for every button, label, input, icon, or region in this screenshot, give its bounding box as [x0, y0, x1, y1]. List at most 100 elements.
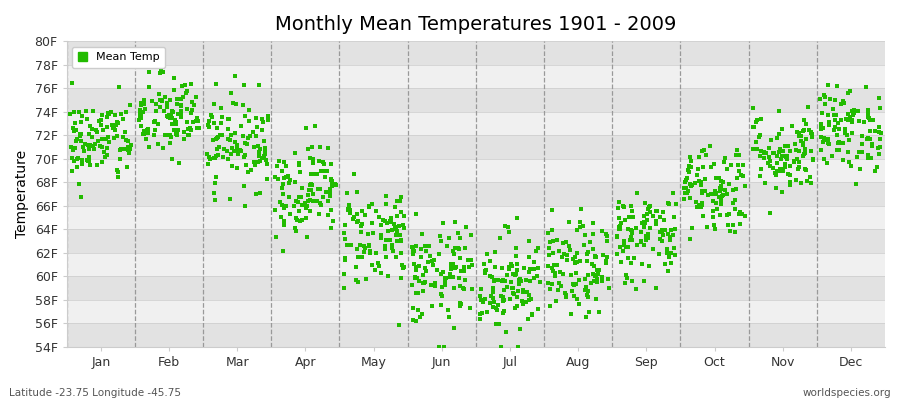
Point — [688, 199, 703, 205]
Point — [706, 161, 721, 167]
Point — [293, 194, 308, 200]
Point — [260, 113, 274, 120]
Point — [772, 131, 787, 138]
Point — [204, 114, 219, 120]
Point — [301, 192, 315, 199]
Point — [556, 240, 571, 246]
Point — [498, 223, 512, 230]
Point — [588, 273, 602, 280]
Point — [260, 161, 274, 167]
Point — [861, 107, 876, 114]
Point — [706, 214, 721, 220]
Point — [708, 200, 723, 206]
Point — [821, 140, 835, 146]
Point — [515, 298, 529, 304]
Point — [153, 97, 167, 104]
Point — [180, 119, 194, 125]
Point — [682, 236, 697, 242]
Point — [364, 262, 379, 268]
Point — [843, 88, 858, 94]
Point — [509, 245, 524, 252]
Point — [76, 161, 90, 167]
Point — [206, 137, 220, 144]
Point — [390, 228, 404, 234]
Point — [236, 133, 250, 140]
Point — [643, 225, 657, 231]
Point — [763, 137, 778, 143]
Point — [502, 295, 517, 302]
Point — [353, 242, 367, 248]
Point — [644, 209, 658, 215]
Point — [779, 153, 794, 160]
Point — [378, 218, 392, 224]
Point — [214, 120, 229, 126]
Point — [842, 114, 857, 120]
Point — [796, 116, 811, 123]
Point — [105, 122, 120, 128]
Point — [189, 118, 203, 124]
Point — [572, 224, 587, 230]
Point — [165, 108, 179, 114]
Point — [712, 194, 726, 200]
Point — [725, 199, 740, 206]
Point — [550, 237, 564, 243]
Point — [88, 140, 103, 147]
Point — [832, 139, 846, 145]
Point — [233, 122, 248, 129]
Point — [108, 122, 122, 128]
Point — [409, 242, 423, 249]
Point — [541, 230, 555, 236]
Point — [630, 190, 644, 196]
Point — [491, 302, 505, 308]
Point — [485, 274, 500, 280]
Point — [259, 176, 274, 182]
Point — [564, 287, 579, 294]
Point — [544, 207, 559, 214]
Point — [845, 112, 859, 118]
Point — [169, 131, 184, 137]
Point — [770, 168, 784, 175]
Point — [775, 166, 789, 172]
Point — [729, 186, 743, 192]
Point — [734, 172, 748, 178]
Point — [464, 257, 478, 263]
Point — [305, 182, 320, 188]
Point — [821, 82, 835, 88]
Point — [825, 153, 840, 159]
Point — [624, 227, 638, 234]
Point — [365, 229, 380, 236]
Point — [428, 280, 443, 286]
Point — [163, 132, 177, 138]
Point — [296, 202, 310, 208]
Point — [116, 116, 130, 122]
Point — [511, 288, 526, 295]
Point — [472, 293, 487, 299]
Point — [650, 208, 664, 214]
Point — [776, 148, 790, 155]
Point — [416, 272, 430, 278]
Point — [500, 224, 515, 231]
Point — [480, 250, 494, 257]
Point — [242, 107, 256, 114]
Point — [68, 145, 82, 151]
Point — [225, 145, 239, 152]
Text: worldspecies.org: worldspecies.org — [803, 388, 891, 398]
Point — [220, 126, 235, 132]
Point — [292, 194, 306, 200]
Point — [96, 148, 111, 155]
Point — [559, 292, 573, 298]
Point — [587, 263, 601, 270]
Point — [641, 234, 655, 241]
Point — [573, 258, 588, 264]
Point — [637, 278, 652, 284]
Bar — [67, 135, 885, 159]
Point — [544, 280, 559, 287]
Point — [509, 303, 524, 309]
Point — [508, 305, 522, 311]
Point — [846, 111, 860, 117]
Point — [189, 94, 203, 101]
Point — [874, 130, 888, 136]
Point — [732, 211, 746, 217]
Point — [757, 149, 771, 156]
Point — [852, 118, 867, 124]
